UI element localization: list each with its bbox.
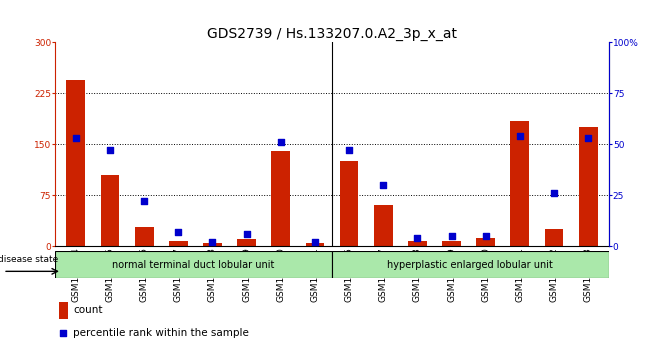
Point <box>105 148 115 153</box>
Point <box>207 239 217 245</box>
Bar <box>271 151 290 246</box>
Bar <box>545 229 563 246</box>
Point <box>412 235 422 241</box>
Point <box>480 233 491 239</box>
Point <box>378 182 389 188</box>
Bar <box>305 242 324 246</box>
Point <box>70 135 81 141</box>
Bar <box>442 241 461 246</box>
Text: hyperplastic enlarged lobular unit: hyperplastic enlarged lobular unit <box>387 259 553 270</box>
Text: percentile rank within the sample: percentile rank within the sample <box>73 328 249 338</box>
Title: GDS2739 / Hs.133207.0.A2_3p_x_at: GDS2739 / Hs.133207.0.A2_3p_x_at <box>207 28 457 41</box>
Text: count: count <box>73 305 103 315</box>
Bar <box>203 242 222 246</box>
Bar <box>66 80 85 246</box>
Point <box>139 198 149 204</box>
Point <box>242 231 252 237</box>
Point <box>173 229 184 235</box>
Point <box>515 133 525 139</box>
Point <box>447 233 457 239</box>
Bar <box>332 251 609 278</box>
Bar <box>101 175 119 246</box>
Bar <box>169 241 187 246</box>
Bar <box>340 161 359 246</box>
Point <box>310 239 320 245</box>
Bar <box>55 251 332 278</box>
Bar <box>408 241 427 246</box>
Point <box>583 135 594 141</box>
Bar <box>477 238 495 246</box>
Bar <box>579 127 598 246</box>
Point <box>59 330 69 336</box>
Text: normal terminal duct lobular unit: normal terminal duct lobular unit <box>113 259 275 270</box>
Point <box>549 190 559 196</box>
Point <box>275 139 286 145</box>
Bar <box>135 227 154 246</box>
Bar <box>59 302 68 319</box>
Point <box>344 148 354 153</box>
Bar <box>237 239 256 246</box>
Text: disease state: disease state <box>0 255 58 263</box>
Bar <box>510 120 529 246</box>
Bar <box>374 205 393 246</box>
